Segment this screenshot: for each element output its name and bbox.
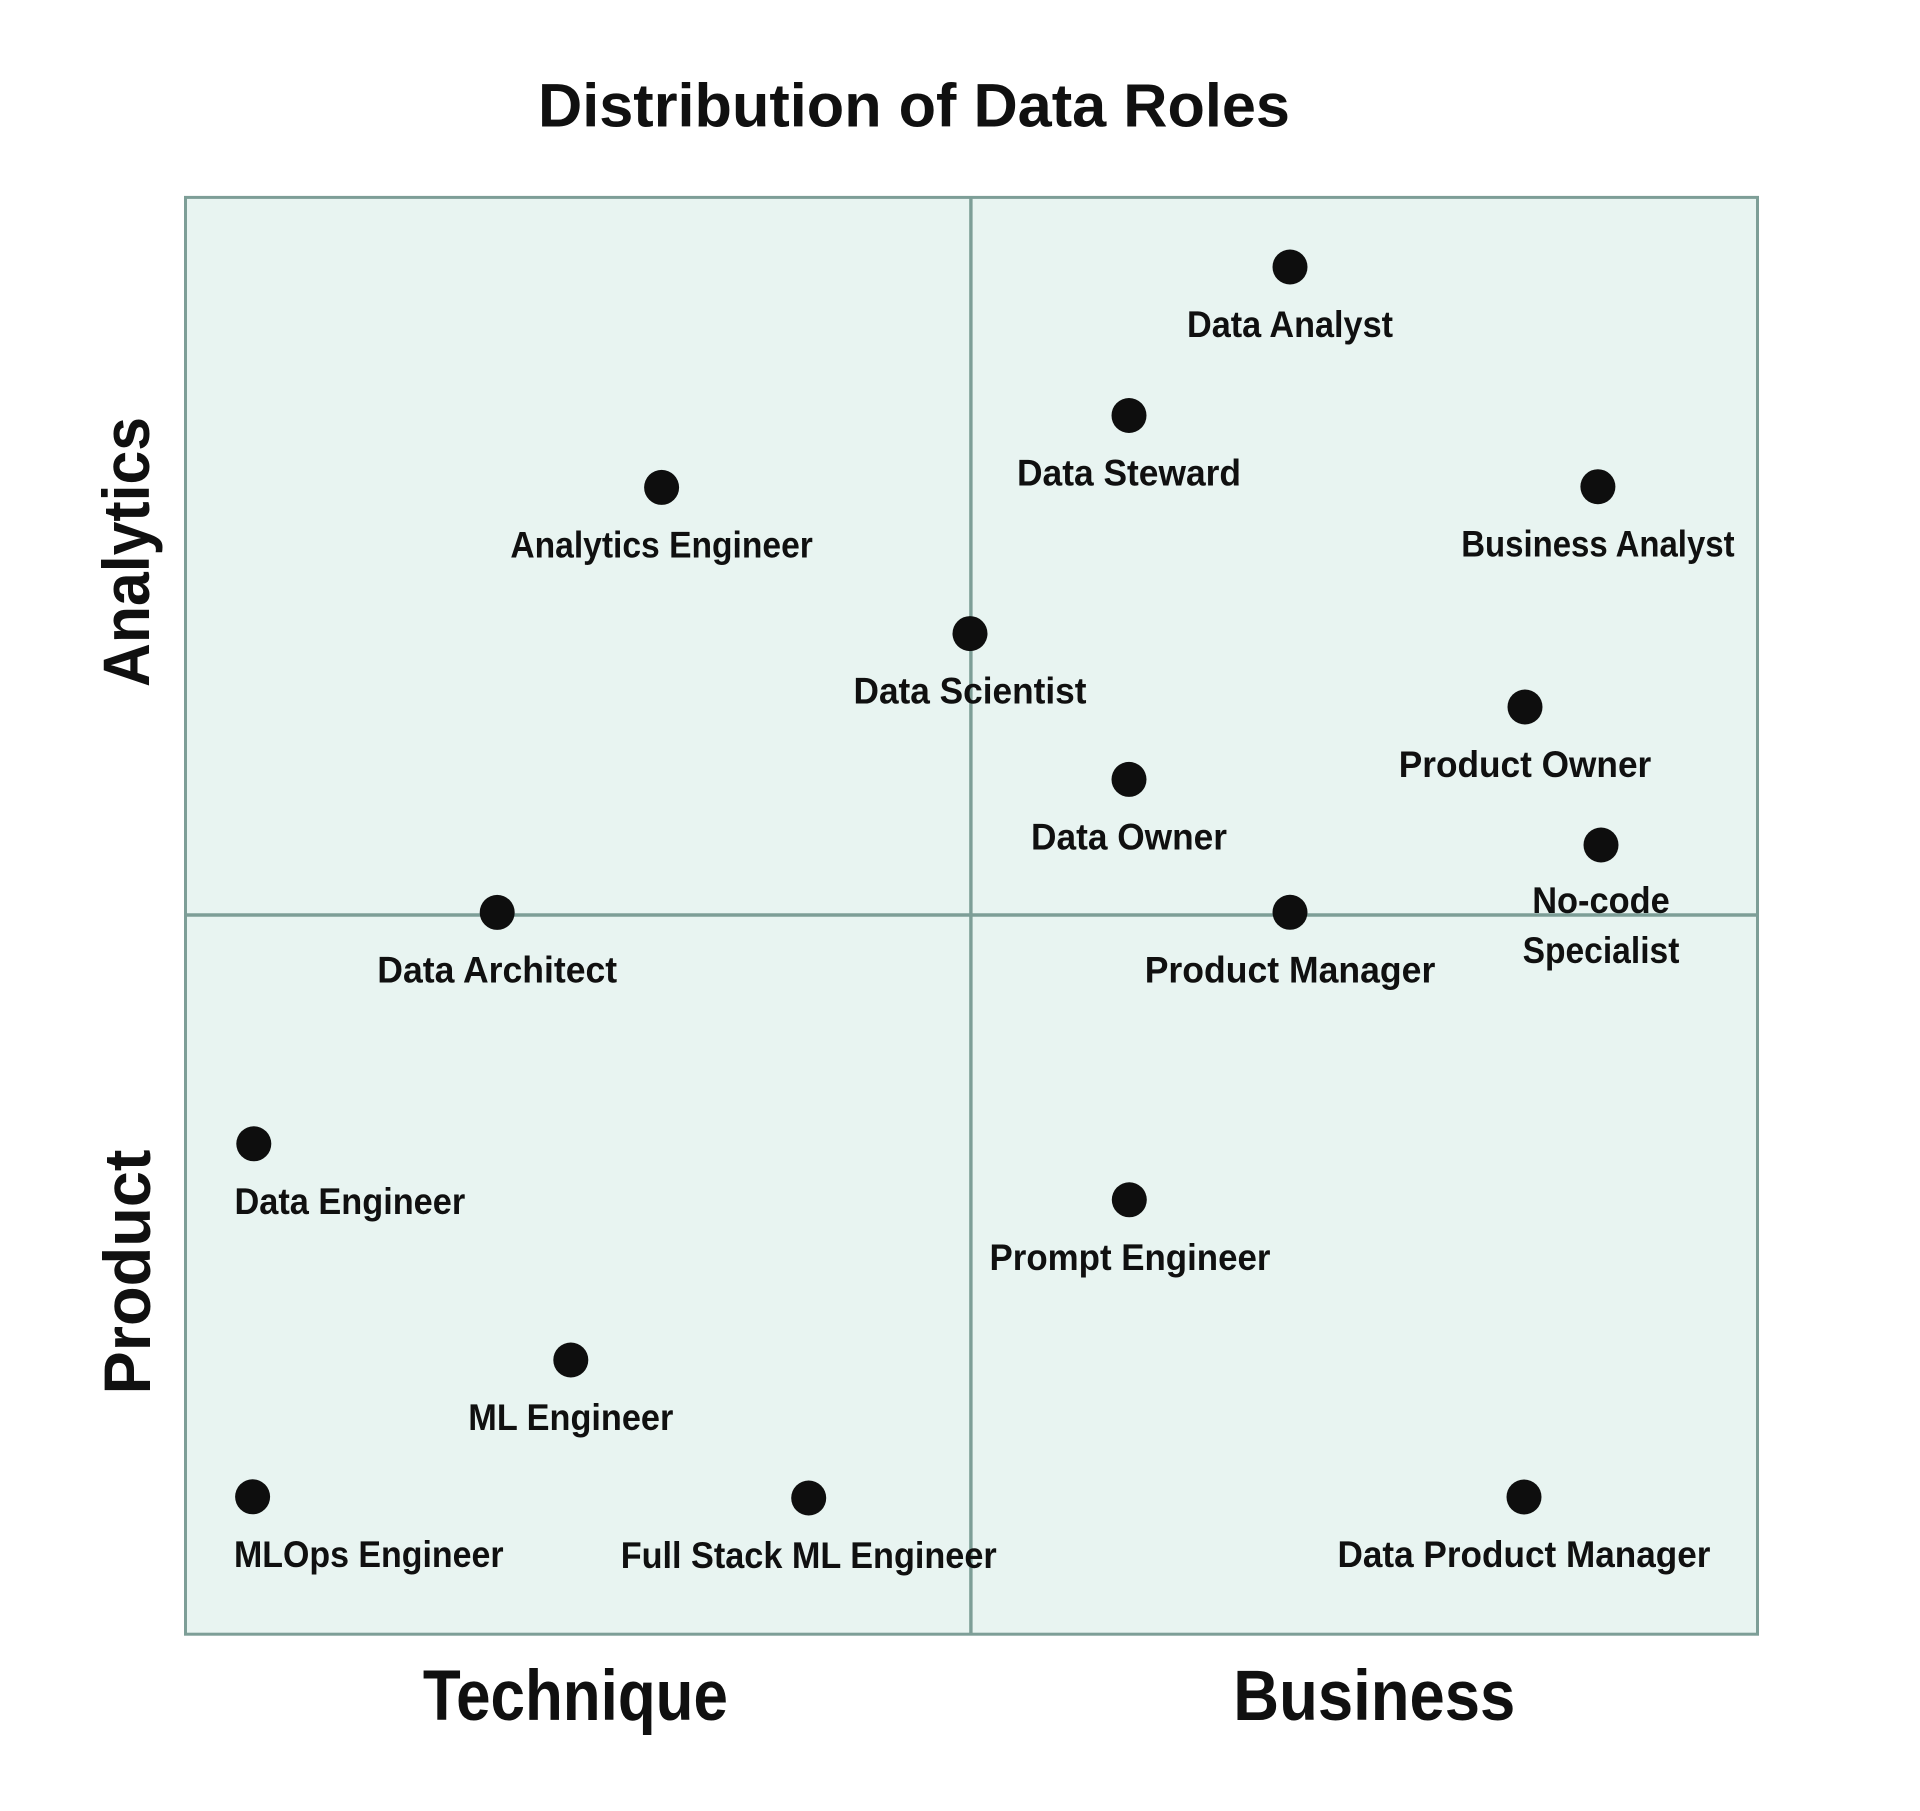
- svg-text:ML Engineer: ML Engineer: [468, 1397, 673, 1438]
- svg-text:Data Analyst: Data Analyst: [1187, 304, 1393, 345]
- svg-text:Data Owner: Data Owner: [1031, 816, 1227, 857]
- svg-text:Analytics: Analytics: [89, 417, 163, 687]
- svg-text:Data Product Manager: Data Product Manager: [1338, 1534, 1711, 1575]
- svg-text:Product Owner: Product Owner: [1399, 744, 1652, 785]
- svg-text:Business: Business: [1233, 1657, 1515, 1736]
- svg-text:Data Engineer: Data Engineer: [235, 1181, 466, 1222]
- svg-text:Technique: Technique: [423, 1657, 728, 1736]
- svg-text:Data Steward: Data Steward: [1017, 453, 1241, 494]
- svg-text:No-code: No-code: [1532, 880, 1670, 921]
- svg-text:Product Manager: Product Manager: [1145, 949, 1436, 990]
- svg-text:Full Stack ML Engineer: Full Stack ML Engineer: [621, 1535, 997, 1576]
- svg-text:Product: Product: [90, 1149, 164, 1394]
- svg-text:Business Analyst: Business Analyst: [1461, 524, 1734, 565]
- svg-text:Distribution of Data Roles: Distribution of Data Roles: [538, 72, 1290, 140]
- svg-text:Specialist: Specialist: [1523, 930, 1680, 971]
- svg-text:Data Architect: Data Architect: [377, 949, 617, 990]
- svg-text:MLOps Engineer: MLOps Engineer: [234, 1534, 504, 1575]
- svg-text:Analytics Engineer: Analytics Engineer: [510, 524, 813, 565]
- svg-text:Prompt Engineer: Prompt Engineer: [990, 1237, 1271, 1278]
- svg-text:Data Scientist: Data Scientist: [854, 671, 1087, 712]
